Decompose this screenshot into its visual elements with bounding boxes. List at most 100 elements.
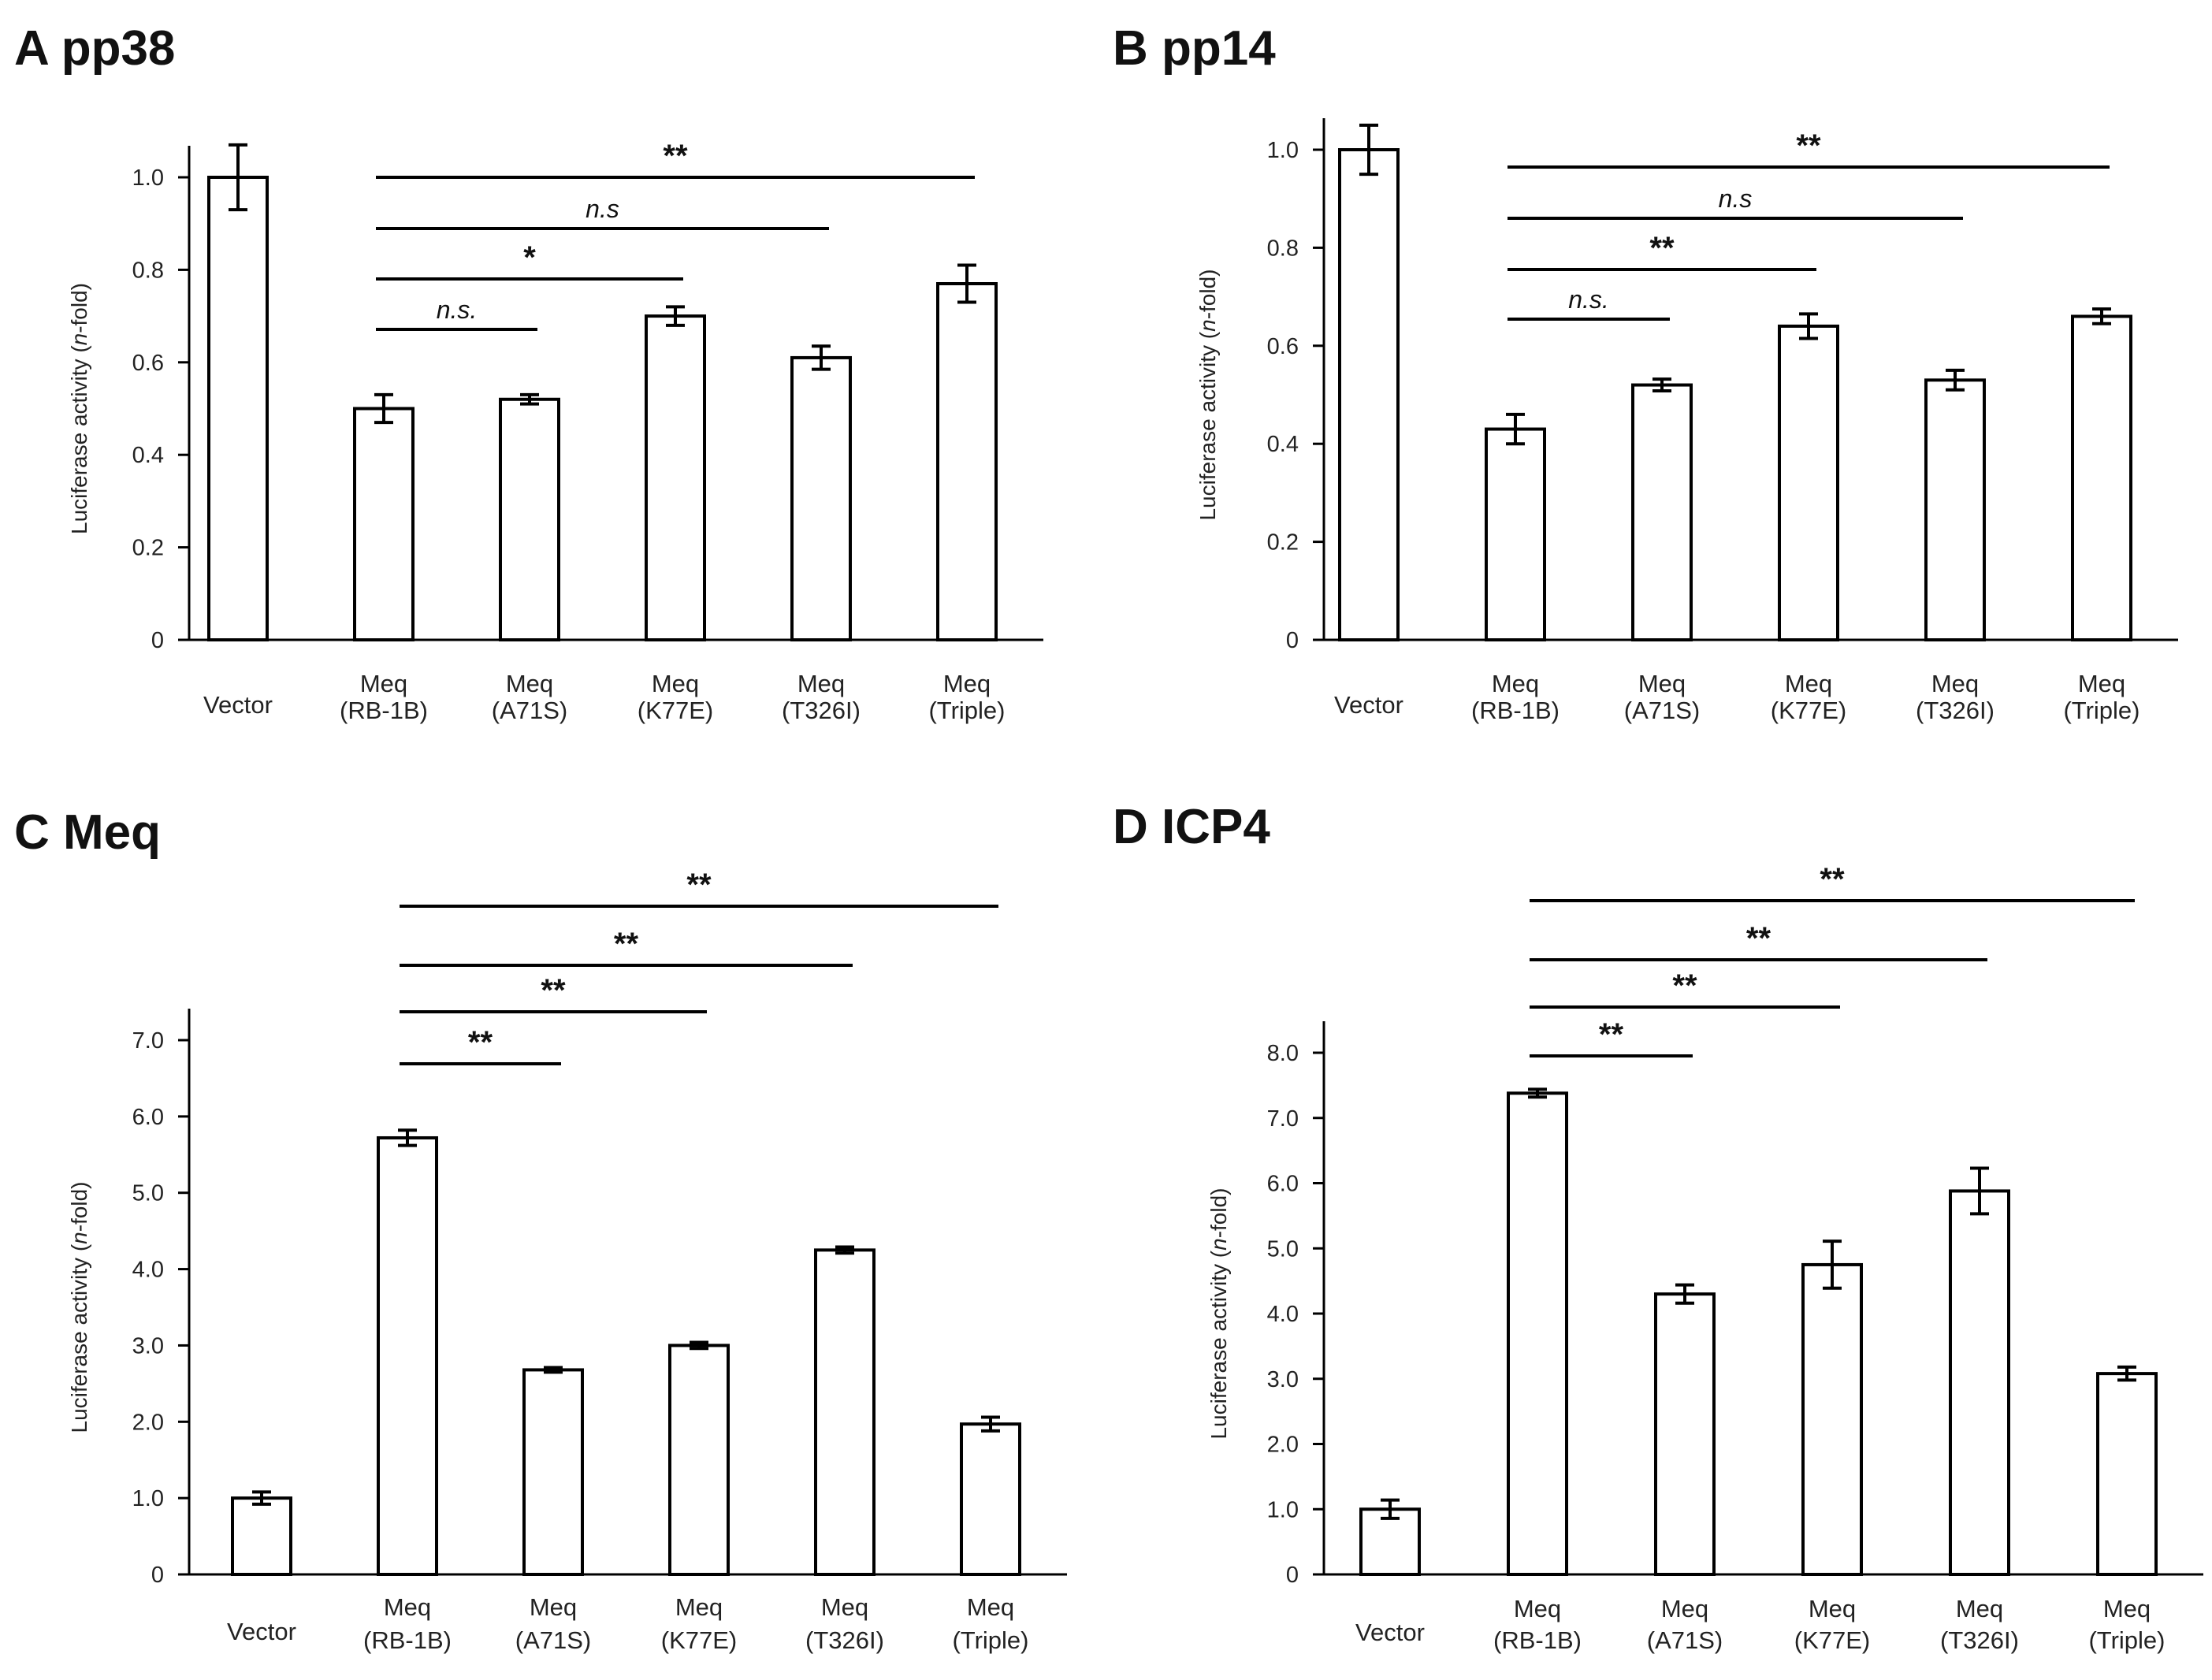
y-tick-label: 2.0	[1267, 1433, 1299, 1458]
y-title-italic: n	[1195, 319, 1220, 332]
y-title-part: -fold)	[1206, 1188, 1231, 1238]
category-label: Meq	[652, 670, 699, 697]
y-tick-label: 5.0	[132, 1181, 164, 1206]
y-title-italic: n	[1206, 1238, 1231, 1251]
bar	[1949, 1189, 2010, 1577]
bar	[2071, 314, 2132, 641]
bar	[645, 314, 706, 641]
category-label: (T326I)	[1916, 697, 1995, 724]
category-label: Meq	[2078, 670, 2125, 697]
category-label: Meq	[1785, 670, 1832, 697]
category-label: (K77E)	[1771, 697, 1846, 724]
significance-label: n.s.	[1568, 285, 1609, 314]
category-label: Meq	[675, 1593, 723, 1621]
significance-label: **	[663, 139, 688, 173]
y-tick-label: 7.0	[1267, 1106, 1299, 1132]
category-label: Meq	[360, 670, 407, 697]
category-label: Meq	[1809, 1595, 1856, 1622]
category-label: (Triple)	[2088, 1626, 2165, 1654]
category-label: Meq	[2103, 1595, 2151, 1622]
y-tick-label: 0.8	[132, 258, 164, 283]
category-label: (A71S)	[1624, 697, 1700, 724]
category-label: Meq	[1492, 670, 1539, 697]
significance-label: **	[1820, 862, 1845, 897]
bar	[1801, 1262, 1863, 1576]
y-tick-label: 0.2	[132, 536, 164, 561]
category-label: Vector	[1355, 1619, 1425, 1646]
significance-label: **	[1649, 231, 1675, 266]
category-label: (Triple)	[928, 697, 1005, 724]
bar	[668, 1344, 730, 1577]
significance-label: **	[1599, 1017, 1624, 1052]
y-title-part: -fold)	[1195, 269, 1220, 319]
panel-title: D ICP4	[1113, 800, 1270, 854]
category-label: Meq	[506, 670, 553, 697]
category-label: (T326I)	[1940, 1626, 2019, 1654]
y-tick-label: 0	[151, 628, 164, 653]
panel-title: A pp38	[14, 21, 175, 76]
y-tick-label: 8.0	[1267, 1041, 1299, 1066]
significance-label: *	[523, 240, 536, 275]
significance-label: n.s.	[437, 295, 478, 324]
y-tick-label: 6.0	[132, 1105, 164, 1130]
category-label: Meq	[1956, 1595, 2003, 1622]
category-label: Meq	[1638, 670, 1686, 697]
panel-title: C Meq	[14, 805, 161, 860]
category-label: (K77E)	[661, 1626, 737, 1654]
category-label: Vector	[227, 1618, 296, 1645]
category-label: Meq	[797, 670, 845, 697]
bar	[1359, 1507, 1421, 1576]
category-label: Meq	[943, 670, 991, 697]
bar	[1631, 383, 1693, 641]
y-title-part: -fold)	[67, 1181, 91, 1232]
bar	[814, 1248, 876, 1577]
y-tick-label: 1.0	[132, 1486, 164, 1511]
y-title-part: Luciferase activity (	[1206, 1250, 1231, 1439]
bar	[2096, 1372, 2158, 1576]
significance-label: n.s	[1719, 184, 1753, 213]
category-label: (K77E)	[638, 697, 713, 724]
category-label: Meq	[967, 1593, 1014, 1621]
category-label: Meq	[530, 1593, 577, 1621]
bar	[353, 407, 415, 641]
panel-title: B pp14	[1113, 21, 1276, 76]
category-label: (A71S)	[1647, 1626, 1723, 1654]
category-label: (A71S)	[515, 1626, 591, 1654]
bar	[1507, 1091, 1568, 1577]
category-label: Meq	[1931, 670, 1979, 697]
bar	[377, 1135, 438, 1576]
y-tick-label: 4.0	[1267, 1302, 1299, 1327]
y-tick-label: 1.0	[132, 165, 164, 191]
y-axis-title: Luciferase activity (n-fold)	[1195, 269, 1220, 520]
category-label: (A71S)	[492, 697, 567, 724]
y-tick-label: 5.0	[1267, 1236, 1299, 1262]
y-tick-label: 3.0	[1267, 1367, 1299, 1392]
bar	[790, 355, 852, 641]
y-title-part: Luciferase activity (	[67, 1243, 91, 1433]
significance-label: **	[541, 973, 566, 1008]
bar	[231, 1496, 292, 1576]
y-title-part: Luciferase activity (	[67, 345, 91, 534]
bar	[1654, 1292, 1716, 1577]
bar	[522, 1368, 584, 1576]
y-tick-label: 0	[151, 1563, 164, 1588]
y-tick-label: 7.0	[132, 1028, 164, 1054]
bar	[1778, 324, 1839, 641]
y-tick-label: 3.0	[132, 1333, 164, 1358]
y-axis-title: Luciferase activity (n-fold)	[1206, 1188, 1231, 1439]
significance-label: **	[614, 927, 639, 961]
panel-a: A pp38 0 0.2 0.4 0.6 0.8 1.0 Luciferase activit…	[14, 21, 1043, 724]
bar	[1338, 148, 1400, 641]
category-label: Vector	[203, 691, 273, 719]
y-title-italic: n	[67, 1232, 91, 1244]
bar	[499, 397, 560, 641]
y-axis-title: Luciferase activity (n-fold)	[67, 1181, 91, 1433]
category-label: (RB-1B)	[1493, 1626, 1582, 1654]
y-tick-label: 0	[1286, 628, 1299, 653]
category-label: Meq	[821, 1593, 868, 1621]
significance-label: **	[1796, 128, 1821, 163]
bar	[1924, 378, 1986, 641]
y-title-italic: n	[67, 333, 91, 346]
bar	[936, 282, 998, 641]
